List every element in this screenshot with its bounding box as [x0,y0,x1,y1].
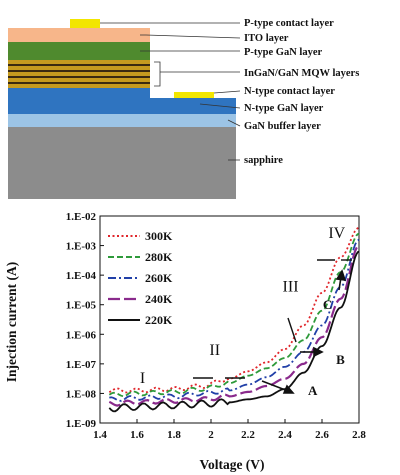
ito-layer [8,28,150,42]
p-type-gan-layer [8,42,150,60]
x-tick-label: 2 [208,429,214,441]
x-tick-label: 2.4 [278,429,292,441]
series-line-240k [108,244,360,407]
label-mqw: InGaN/GaN MQW layers [244,68,359,79]
y-tick-label: 1.E-03 [66,241,97,253]
legend-label-300k: 300K [145,229,173,243]
series-line-280k [108,232,360,398]
mqw-stripe [8,70,150,72]
x-tick-label: 1.8 [167,429,181,441]
y-tick-label: 1.E-02 [66,211,97,223]
x-tick-label: 2.2 [241,429,255,441]
n-type-gan-layer [8,98,236,114]
label-p-type-gan: P-type GaN layer [244,47,322,58]
arrow-B-head [313,346,324,358]
x-axis-ticks: 1.4 1.6 1.8 2 2.2 2.4 2.6 2.8 [93,419,366,441]
arrow-C-head [335,269,347,281]
label-p-type-contact: P-type contact layer [244,18,334,29]
label-n-type-gan: N-type GaN layer [244,103,324,114]
point-label-c: C [323,297,332,312]
label-n-type-contact: N-type contact layer [244,86,335,97]
point-label-a: A [308,383,318,398]
sapphire-layer [8,127,236,199]
y-tick-label: 1.E-08 [66,388,97,400]
y-tick-label: 1.E-04 [66,270,97,282]
region-label-ii: II [209,342,220,359]
legend-label-280k: 280K [145,250,173,264]
n-type-gan-mesa [8,88,150,98]
leader-lines [100,22,241,161]
y-tick-label: 1.E-09 [66,418,97,430]
device-structure: P-type contact layer ITO layer P-type Ga… [8,18,359,199]
legend-label-260k: 260K [145,271,173,285]
mqw-stripe [8,64,150,66]
legend-label-220k: 220K [145,313,173,327]
x-axis-title: Voltage (V) [199,457,264,472]
series-line-260k [109,238,360,402]
legend: 300K 280K 260K 240K 220K [108,229,173,327]
mqw-layers [8,60,150,88]
region-label-i: I [140,370,145,387]
leader-line-ito [140,34,241,39]
region-label-iii: III [283,278,299,295]
leader-line-mqw [154,61,161,87]
point-label-b: B [336,352,345,367]
annotation-arrows [261,269,347,394]
region-markers [193,259,352,379]
series-line-300k [108,226,360,394]
p-type-contact-pad [70,19,100,28]
mqw-stripe [8,76,150,78]
series-line-220k [108,250,360,413]
y-tick-label: 1.E-07 [66,359,97,371]
y-axis-ticks: 1.E-09 1.E-08 1.E-07 1.E-06 1.E-05 1.E-04 1.E-… [66,211,104,430]
x-tick-label: 2.8 [352,429,366,441]
region-label-iv: IV [328,225,345,242]
mqw-stripe [8,82,150,84]
x-tick-label: 1.4 [93,429,107,441]
y-tick-label: 1.E-06 [66,329,97,341]
arrow-A-shaft [261,380,289,392]
iv-chart: 1.E-09 1.E-08 1.E-07 1.E-06 1.E-05 1.E-04 1.E-… [4,211,366,472]
leader-line-buffer [227,119,241,127]
label-gan-buffer: GaN buffer layer [244,121,321,132]
legend-label-240k: 240K [145,292,173,306]
label-sapphire: sapphire [244,155,283,166]
y-tick-label: 1.E-05 [66,300,97,312]
x-tick-label: 2.6 [315,429,329,441]
series-layer [108,226,360,413]
gan-buffer-layer [8,114,236,127]
y-axis-title: Injection current (A) [4,262,19,382]
label-ito: ITO layer [244,33,289,44]
arrow-A-head [282,384,295,394]
n-type-contact-pad [174,92,214,98]
x-tick-label: 1.6 [130,429,144,441]
leader-line-n-contact [213,90,241,94]
plot-frame [99,215,360,424]
marker-dash-III [287,317,297,343]
leader-line-n-gan [199,103,241,109]
